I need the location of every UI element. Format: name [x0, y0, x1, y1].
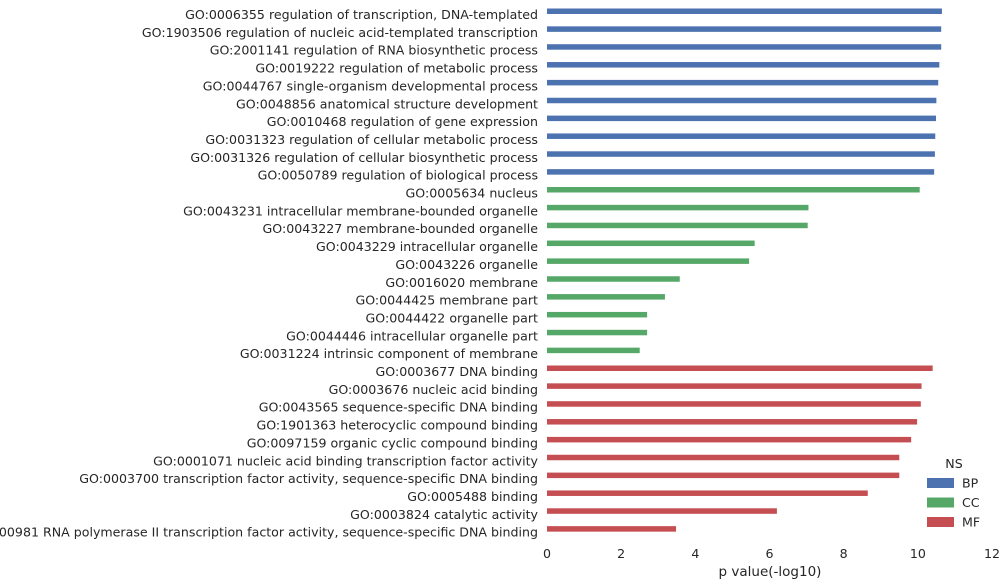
bar-cc [547, 222, 808, 229]
bar-mf [547, 419, 918, 425]
category-label: GO:0043231 intracellular membrane-bounde… [183, 203, 538, 218]
bar-bp [547, 97, 937, 104]
legend-swatch-cc [927, 497, 954, 508]
category-label: GO:0016020 membrane [385, 275, 538, 290]
bar-bp [547, 62, 940, 68]
category-label: GO:0006355 regulation of transcription, … [185, 7, 538, 22]
bar-cc [547, 276, 680, 282]
category-label: GO:0005634 nucleus [406, 186, 538, 201]
category-label: GO:0010468 regulation of gene expression [267, 114, 538, 129]
category-label: GO:0050789 regulation of biological proc… [258, 168, 538, 183]
category-label: GO:0048856 anatomical structure developm… [236, 96, 538, 111]
bar-mf [547, 472, 900, 479]
legend-swatch-bp [927, 478, 954, 488]
category-label: GO:0044446 intracellular organelle part [286, 328, 538, 343]
bar-cc [547, 240, 755, 247]
bar-mf [547, 526, 677, 532]
legend-swatch-mf [927, 517, 954, 527]
category-label: GO:0003676 nucleic acid binding [329, 382, 538, 397]
bar-cc [547, 347, 640, 354]
bar-cc [547, 258, 750, 264]
bar-cc [547, 187, 920, 193]
x-axis-label: p value(-log10) [719, 564, 822, 580]
category-label: GO:2001141 regulation of RNA biosyntheti… [210, 43, 538, 58]
bar-mf [547, 365, 933, 371]
category-label: GO:1903506 regulation of nucleic acid-te… [142, 25, 538, 40]
bar-cc [547, 294, 665, 300]
bar-bp [547, 169, 935, 175]
category-label: GO:1901363 heterocyclic compound binding [256, 418, 538, 433]
category-label: GO:0043565 sequence-specific DNA binding [259, 400, 538, 415]
bar-bp [547, 44, 942, 50]
legend: NS BP CC MF [927, 456, 980, 530]
legend-title: NS [945, 456, 962, 471]
bar-bp [547, 133, 936, 139]
bar-bp [547, 115, 937, 122]
legend-label-bp: BP [962, 476, 979, 491]
category-label: GO:0044425 membrane part [355, 293, 538, 308]
bar-mf [547, 490, 868, 496]
category-label: GO:0097159 organic cyclic compound bindi… [247, 435, 538, 450]
category-label: GO:0043226 organelle [395, 257, 538, 272]
bar-cc [547, 311, 648, 318]
category-label: GO:0003824 catalytic activity [350, 507, 538, 522]
bar-mf [547, 436, 912, 443]
bar-mf [547, 454, 900, 461]
bar-bp [547, 79, 939, 86]
x-tick-label: 10 [910, 546, 926, 561]
bars [547, 8, 942, 532]
bar-mf [547, 401, 921, 407]
bar-bp [547, 8, 942, 14]
bar-bp [547, 26, 942, 32]
bar-mf [547, 383, 922, 389]
x-tick-label: 2 [617, 546, 625, 561]
category-label: GO:0001071 nucleic acid binding transcri… [153, 453, 538, 468]
category-label: GO:0019222 regulation of metabolic proce… [255, 61, 538, 76]
category-label: GO:0005488 binding [407, 489, 538, 504]
category-label: GO:0044767 single-organism developmental… [203, 78, 538, 93]
category-label: GO:0000981 RNA polymerase II transcripti… [0, 525, 538, 540]
category-label: GO:0031326 regulation of cellular biosyn… [190, 150, 538, 165]
x-tick-label: 0 [543, 546, 551, 561]
legend-label-mf: MF [962, 515, 980, 530]
category-label: GO:0003677 DNA binding [376, 364, 538, 379]
x-tick-label: 8 [840, 546, 848, 561]
x-tick-label: 4 [691, 546, 699, 561]
category-label: GO:0043229 intracellular organelle [316, 239, 538, 254]
bar-cc [547, 329, 648, 336]
bar-cc [547, 204, 809, 211]
category-label: GO:0031224 intrinsic component of membra… [240, 346, 538, 361]
x-tick-label: 12 [984, 546, 1000, 561]
category-label: GO:0044422 organelle part [366, 310, 539, 325]
x-axis: 0 2 4 6 8 10 12 [543, 546, 1000, 561]
bar-bp [547, 151, 935, 157]
category-label: GO:0031323 regulation of cellular metabo… [205, 132, 538, 147]
bar-mf [547, 508, 777, 514]
category-label: GO:0003700 transcription factor activity… [79, 471, 538, 486]
category-labels: GO:0006355 regulation of transcription, … [0, 7, 539, 540]
x-tick-label: 6 [765, 546, 773, 561]
legend-label-cc: CC [962, 495, 980, 510]
category-label: GO:0043227 membrane-bounded organelle [263, 221, 539, 236]
